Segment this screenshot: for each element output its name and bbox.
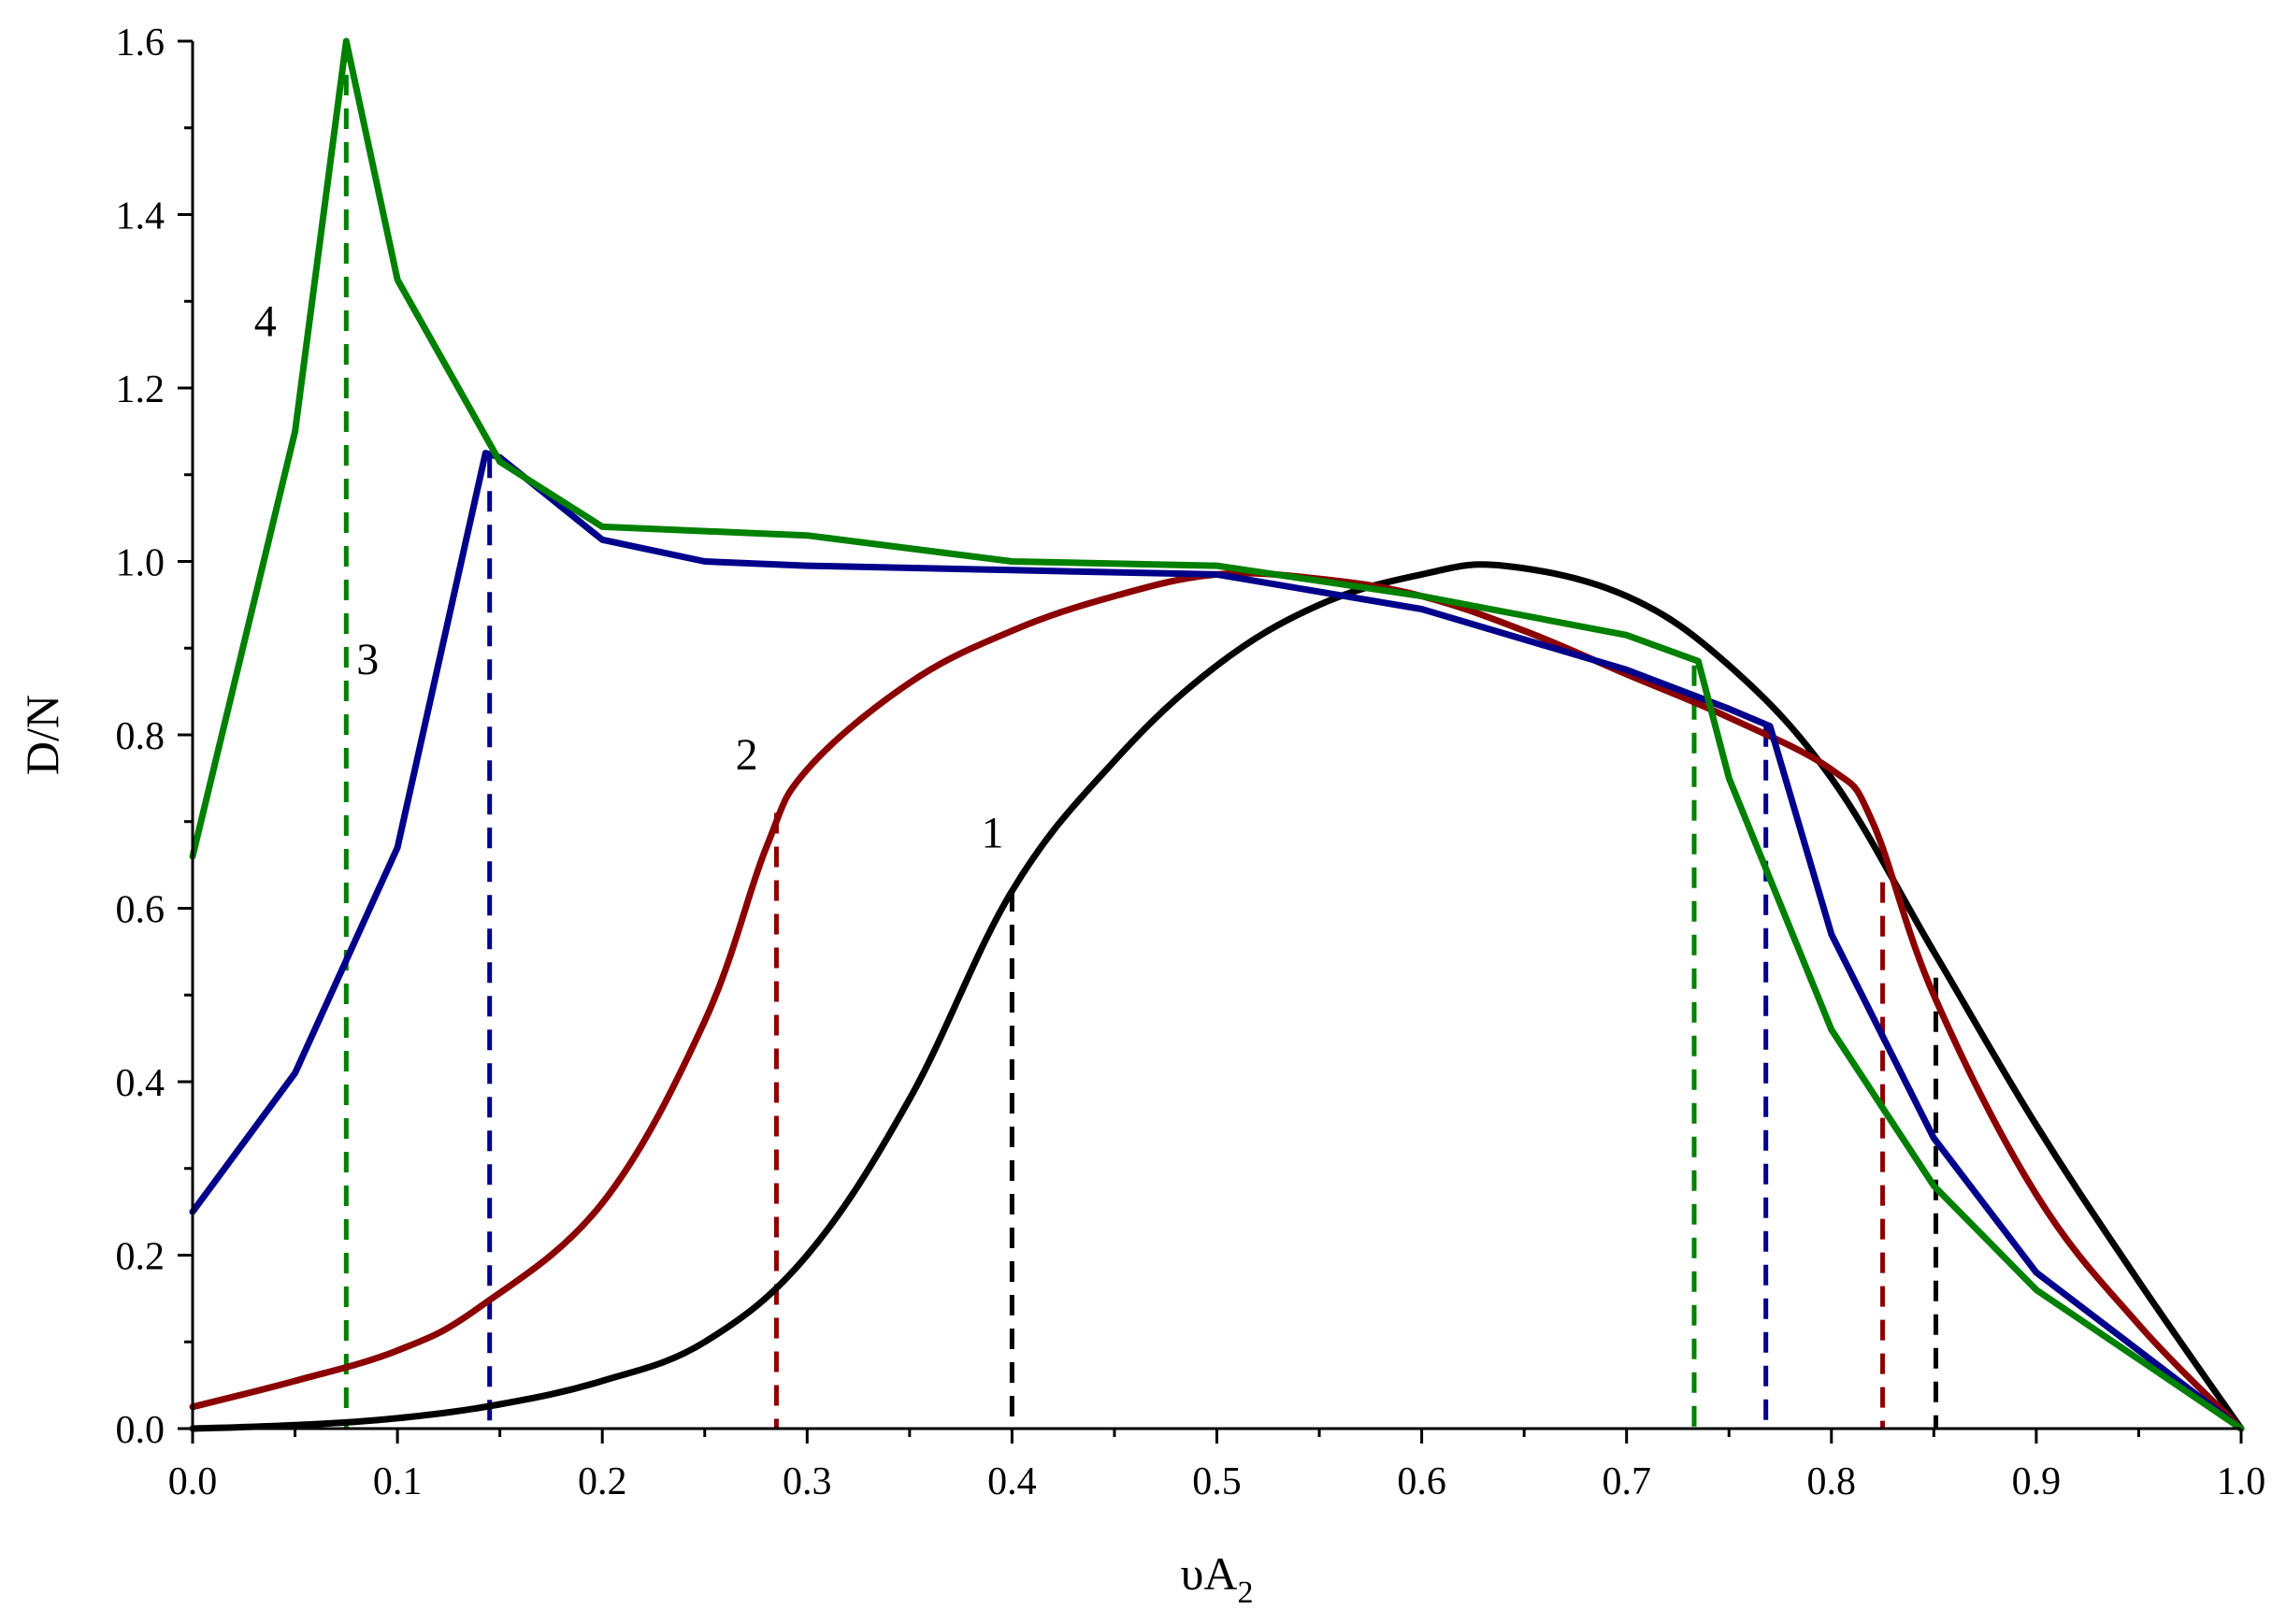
x-tick-label: 0.3 xyxy=(783,1460,832,1503)
x-tick-label: 0.8 xyxy=(1807,1460,1857,1503)
series-line-3 xyxy=(189,450,2245,1432)
series-label-3: 3 xyxy=(356,635,379,684)
x-axis-title-sub: 2 xyxy=(1237,1575,1253,1610)
series-label-4: 4 xyxy=(254,296,277,346)
x-tick-label: 1.0 xyxy=(2217,1460,2266,1503)
y-tick-label: 0.6 xyxy=(116,889,165,932)
curve-labels: 1 2 3 4 xyxy=(254,296,1004,857)
x-axis-title-main: υA xyxy=(1181,1547,1238,1600)
x-axis-ticks: 0.0 0.1 0.2 0.3 0.4 0.5 0.6 0.7 0.8 0.9 1.0 xyxy=(168,1429,2266,1503)
y-tick-label: 1.6 xyxy=(116,22,165,65)
x-tick-label: 0.9 xyxy=(2012,1460,2062,1503)
y-axis-ticks: 0.0 0.2 0.4 0.6 0.8 1.0 1.2 1.4 1.6 xyxy=(116,22,193,1452)
y-tick-label: 0.0 xyxy=(116,1409,165,1452)
series-label-1: 1 xyxy=(982,809,1004,858)
y-tick-label: 1.4 xyxy=(116,195,165,238)
dashed-markers xyxy=(343,41,1939,1429)
y-tick-label: 0.2 xyxy=(116,1236,165,1279)
curves xyxy=(189,37,2245,1432)
x-tick-label: 0.6 xyxy=(1397,1460,1446,1503)
series-label-2: 2 xyxy=(736,730,758,780)
x-tick-label: 0.5 xyxy=(1192,1460,1242,1503)
x-tick-label: 0.0 xyxy=(168,1460,218,1503)
series-line-1 xyxy=(189,561,2245,1432)
y-axis-title: D/N xyxy=(16,695,68,775)
x-axis-title: υA2 xyxy=(1181,1547,1254,1610)
y-tick-label: 0.8 xyxy=(116,715,165,758)
x-tick-label: 0.4 xyxy=(987,1460,1037,1503)
x-tick-label: 0.1 xyxy=(373,1460,423,1503)
y-tick-label: 0.4 xyxy=(116,1062,165,1105)
y-tick-label: 1.0 xyxy=(116,542,165,585)
series-line-4 xyxy=(189,37,2245,1432)
x-tick-label: 0.7 xyxy=(1602,1460,1651,1503)
y-tick-label: 1.2 xyxy=(116,368,165,411)
x-tick-label: 0.2 xyxy=(578,1460,627,1503)
